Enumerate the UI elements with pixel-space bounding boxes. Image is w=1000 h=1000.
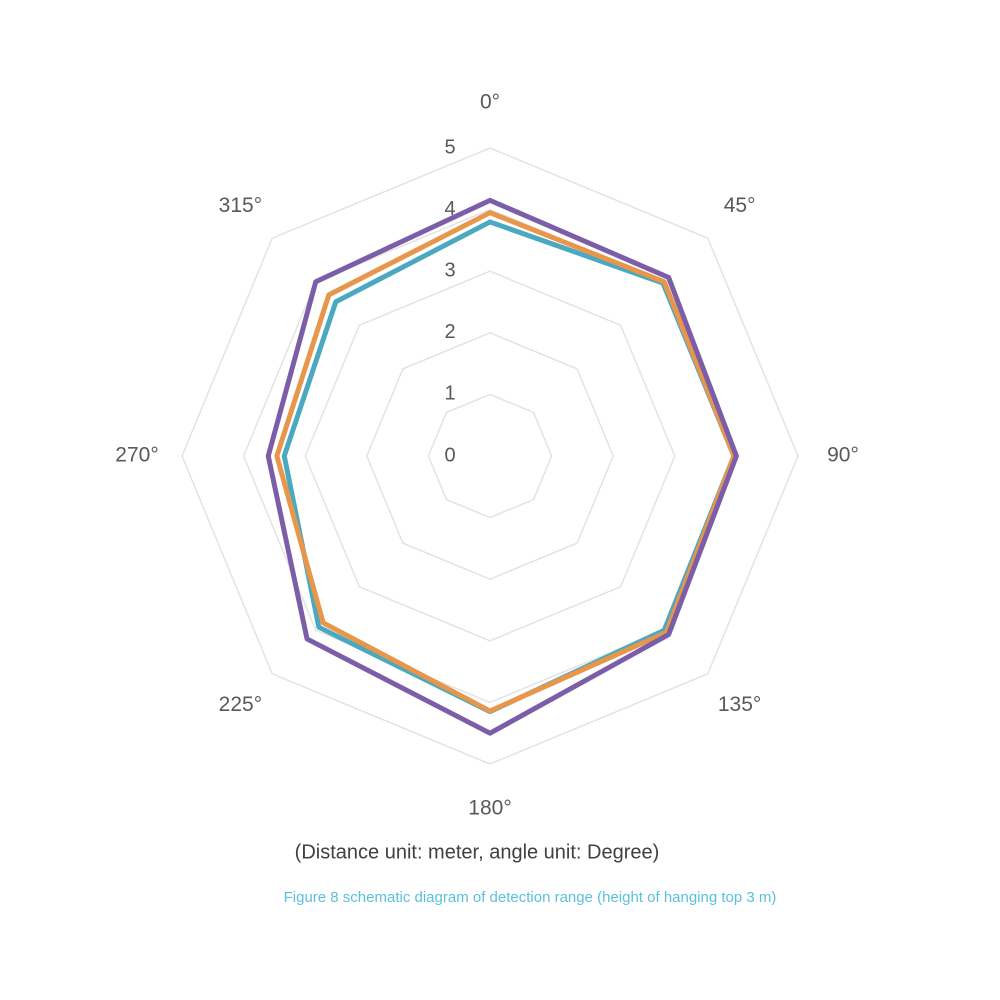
r-tick-label: 5 <box>444 136 455 158</box>
grid-ring <box>181 147 799 765</box>
unit-note: (Distance unit: meter, angle unit: Degre… <box>295 841 660 863</box>
label-layer: 0 1 2 3 4 5 0° 45° 90° 135° 180° 225° 270° 315° <box>115 91 859 820</box>
r-tick-label: 1 <box>444 383 455 405</box>
series-layer <box>265 197 739 736</box>
angle-label: 90° <box>827 444 859 467</box>
grid-ring <box>304 270 676 642</box>
angle-label: 135° <box>718 693 761 716</box>
angle-label: 315° <box>219 194 262 217</box>
angle-label: 180° <box>468 797 511 820</box>
r-tick-label: 3 <box>444 259 455 281</box>
figure-caption: Figure 8 schematic diagram of detection … <box>284 889 777 906</box>
angle-label: 0° <box>480 91 500 114</box>
angle-label: 45° <box>724 194 756 217</box>
r-tick-label: 0 <box>444 444 455 466</box>
series-line <box>274 210 737 714</box>
grid-ring <box>365 331 615 581</box>
series-line <box>265 197 739 736</box>
r-tick-label: 4 <box>444 198 455 220</box>
grid-ring <box>427 393 553 519</box>
angle-label: 270° <box>115 444 158 467</box>
r-tick-label: 2 <box>444 321 455 343</box>
angle-label: 225° <box>219 693 262 716</box>
